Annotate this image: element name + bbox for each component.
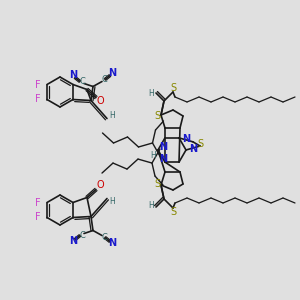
- Text: F: F: [35, 197, 41, 208]
- Text: S: S: [154, 111, 160, 121]
- Text: N: N: [159, 142, 167, 152]
- Text: C: C: [101, 233, 107, 242]
- Text: F: F: [35, 212, 41, 223]
- Text: C: C: [79, 77, 85, 86]
- Text: N: N: [189, 144, 197, 154]
- Text: H: H: [109, 111, 115, 120]
- Text: C: C: [101, 75, 107, 84]
- Text: N: N: [159, 154, 168, 164]
- Text: N: N: [69, 70, 77, 80]
- Text: H: H: [148, 202, 154, 211]
- Text: H: H: [151, 151, 156, 160]
- Text: S: S: [170, 207, 176, 217]
- Text: S: S: [197, 139, 204, 149]
- Text: H: H: [148, 89, 154, 98]
- Text: N: N: [69, 236, 77, 247]
- Text: S: S: [170, 83, 176, 93]
- Text: O: O: [96, 97, 104, 106]
- Text: C: C: [79, 231, 85, 240]
- Text: N: N: [108, 238, 116, 248]
- Text: F: F: [35, 94, 41, 104]
- Text: O: O: [96, 181, 104, 190]
- Text: H: H: [109, 197, 115, 206]
- Text: N: N: [108, 68, 116, 79]
- Text: F: F: [35, 80, 41, 89]
- Text: S: S: [154, 179, 160, 189]
- Text: N: N: [182, 134, 190, 144]
